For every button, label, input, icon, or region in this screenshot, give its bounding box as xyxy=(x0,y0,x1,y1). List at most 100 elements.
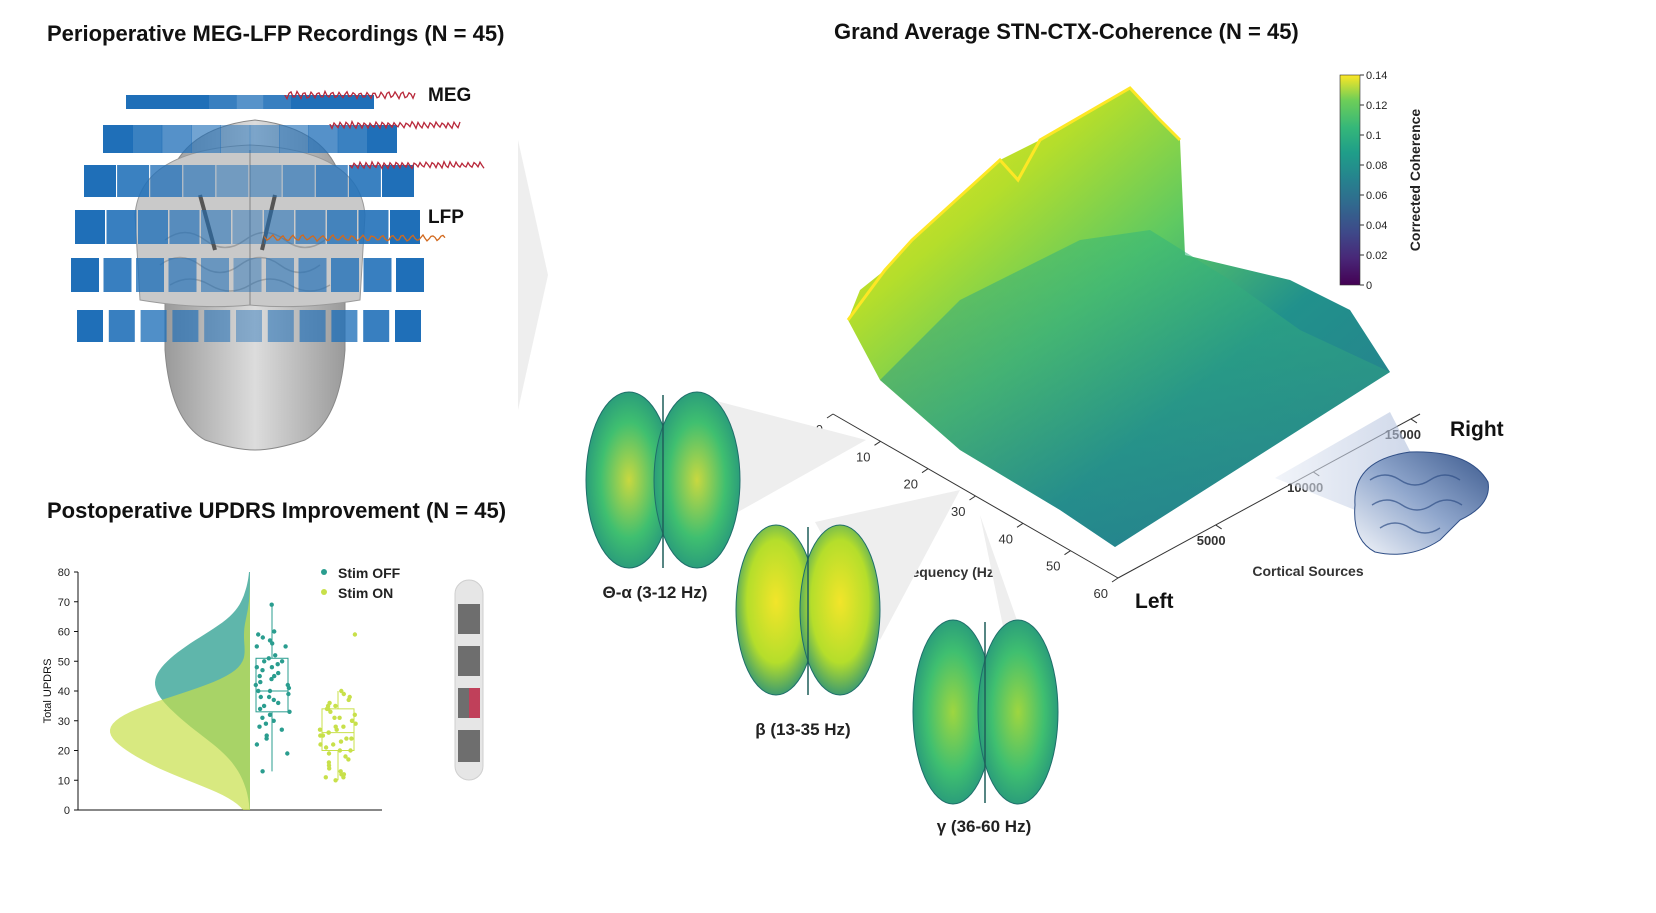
data-point xyxy=(332,715,337,720)
density-stim-on xyxy=(110,572,250,810)
meg-sensor xyxy=(232,210,263,244)
data-point xyxy=(269,676,274,682)
band-label-gamma: γ (36-60 Hz) xyxy=(937,817,1031,836)
data-point xyxy=(346,697,351,703)
data-point xyxy=(275,662,280,667)
data-point xyxy=(286,691,291,697)
data-point xyxy=(260,715,265,720)
data-point xyxy=(341,691,346,697)
colorbar-tick-label: 0.04 xyxy=(1366,220,1387,232)
meg-sensor xyxy=(172,310,199,342)
data-point xyxy=(271,697,276,703)
meg-sensor xyxy=(363,310,390,342)
y-ticks: 0 10 20 30 40 50 60 70 80 xyxy=(58,567,78,817)
legend-stim-on: Stim ON xyxy=(338,585,393,601)
data-point xyxy=(334,727,339,732)
frequency-axis-label: Frequency (Hz) xyxy=(897,564,998,580)
y-tick-label: 30 xyxy=(58,716,70,728)
colorbar-tick-label: 0.02 xyxy=(1366,250,1387,262)
meg-sensor xyxy=(367,125,397,153)
meg-sensor xyxy=(348,165,381,197)
colorbar-ticks: 0 0.02 0.04 0.06 0.08 0.1 0.12 0.14 xyxy=(1360,70,1387,292)
meg-sensor xyxy=(249,125,280,153)
meg-sensor xyxy=(77,310,103,342)
meg-sensor xyxy=(103,258,132,292)
data-point xyxy=(326,751,332,756)
meg-trace xyxy=(349,159,485,170)
meg-sensor xyxy=(337,125,368,153)
data-point xyxy=(257,724,262,729)
active-contact xyxy=(469,688,480,718)
data-point xyxy=(266,694,272,700)
data-point xyxy=(326,730,331,735)
data-point xyxy=(331,742,336,747)
data-point xyxy=(353,721,358,726)
meg-sensor xyxy=(382,165,414,197)
points-stim-off xyxy=(253,602,292,774)
meg-sensor xyxy=(282,165,315,197)
meg-sensor xyxy=(181,95,209,109)
meg-sensor xyxy=(331,310,358,342)
meg-sensor xyxy=(327,210,357,244)
data-point xyxy=(269,602,274,607)
meg-sensor xyxy=(126,95,154,109)
data-point xyxy=(337,748,343,753)
meg-sensor xyxy=(169,210,200,244)
data-point xyxy=(324,706,330,712)
band-brain-beta xyxy=(735,524,881,696)
data-point xyxy=(253,682,258,688)
y-tick-label: 70 xyxy=(58,597,70,609)
band-label-beta: β (13-35 Hz) xyxy=(755,720,850,739)
data-point xyxy=(349,718,355,723)
data-point xyxy=(272,629,277,634)
legend-marker-stim-on xyxy=(321,589,327,595)
data-point xyxy=(267,688,273,694)
data-point xyxy=(338,739,344,744)
meg-sensor xyxy=(138,210,168,244)
coherence-title: Grand Average STN-CTX-Coherence (N = 45) xyxy=(834,19,1299,44)
data-point xyxy=(352,632,358,637)
meg-sensor xyxy=(204,310,231,342)
frequency-tick xyxy=(1016,522,1024,528)
data-point xyxy=(260,635,265,640)
data-point xyxy=(254,665,259,670)
data-point xyxy=(323,775,328,780)
meg-sensor xyxy=(201,258,229,292)
points-stim-on xyxy=(317,632,358,783)
meg-sensor xyxy=(117,165,150,197)
legend-marker-stim-off xyxy=(321,569,327,575)
meg-sensor xyxy=(291,95,319,109)
frequency-tick xyxy=(826,413,834,419)
y-tick-label: 40 xyxy=(58,686,70,698)
data-point xyxy=(254,644,259,649)
colorbar-tick-label: 0.08 xyxy=(1366,160,1387,172)
meg-sensor xyxy=(183,165,216,197)
meg-sensor xyxy=(106,210,137,244)
meg-sensor xyxy=(233,258,262,292)
meg-sensor xyxy=(150,165,183,197)
data-point xyxy=(287,709,292,714)
meg-sensor xyxy=(346,95,374,109)
data-point xyxy=(333,703,338,709)
meg-sensor xyxy=(396,258,424,292)
data-point xyxy=(283,644,288,649)
data-point xyxy=(257,706,263,712)
meg-label: MEG xyxy=(428,85,471,106)
colorbar-tick-label: 0.06 xyxy=(1366,190,1387,202)
data-point xyxy=(341,775,346,780)
frequency-tick-label: 60 xyxy=(1094,586,1108,601)
meg-lfp-title: Perioperative MEG-LFP Recordings (N = 45… xyxy=(47,21,505,46)
meg-sensor xyxy=(299,310,326,342)
frequency-tick-label: 20 xyxy=(904,477,918,492)
frequency-tick xyxy=(1111,577,1119,583)
y-tick-label: 60 xyxy=(58,627,70,639)
frequency-tick xyxy=(969,495,976,501)
data-point xyxy=(279,659,285,664)
data-point xyxy=(262,659,267,664)
frequency-tick xyxy=(1064,550,1071,556)
meg-sensor xyxy=(220,125,251,153)
meg-sensor xyxy=(84,165,116,197)
y-tick-label: 0 xyxy=(64,805,70,817)
y-tick-label: 50 xyxy=(58,656,70,668)
sources-tick xyxy=(1410,418,1418,424)
